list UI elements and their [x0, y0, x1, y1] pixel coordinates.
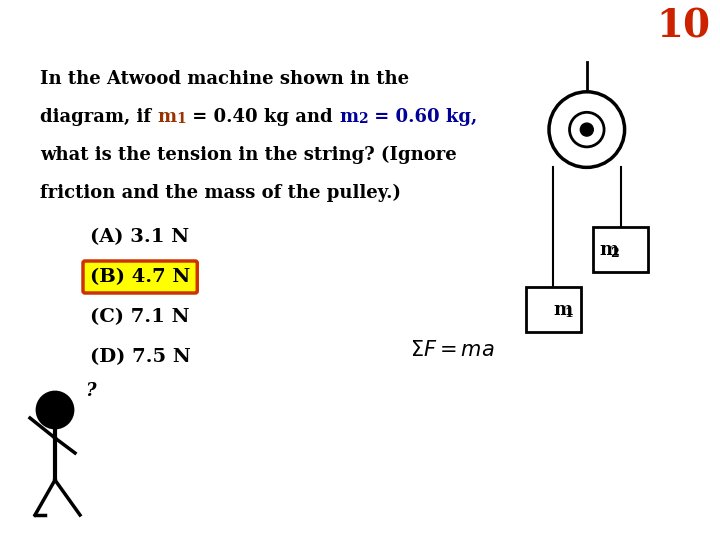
- Circle shape: [549, 92, 624, 167]
- Text: (B) 4.7 N: (B) 4.7 N: [90, 268, 190, 286]
- Text: = 0.60 kg,: = 0.60 kg,: [368, 108, 477, 126]
- Text: 2: 2: [610, 247, 619, 260]
- Text: 1: 1: [564, 307, 572, 320]
- Bar: [593, 227, 648, 272]
- Text: what is the tension in the string? (Ignore: what is the tension in the string? (Igno…: [40, 146, 456, 164]
- Text: $\Sigma F = ma$: $\Sigma F = ma$: [410, 340, 495, 360]
- Text: m: m: [339, 108, 359, 126]
- Text: ?: ?: [85, 382, 96, 400]
- Text: 10: 10: [656, 8, 710, 46]
- Text: diagram, if: diagram, if: [40, 108, 158, 126]
- Text: friction and the mass of the pulley.): friction and the mass of the pulley.): [40, 184, 401, 202]
- Circle shape: [37, 392, 73, 428]
- Text: (A) 3.1 N: (A) 3.1 N: [90, 228, 189, 246]
- Circle shape: [570, 112, 604, 147]
- Text: m: m: [553, 301, 572, 319]
- FancyBboxPatch shape: [83, 261, 197, 293]
- Text: m: m: [599, 241, 618, 259]
- Text: m: m: [158, 108, 176, 126]
- Text: 1: 1: [176, 112, 186, 126]
- Text: (D) 7.5 N: (D) 7.5 N: [90, 348, 191, 366]
- Text: In the Atwood machine shown in the: In the Atwood machine shown in the: [40, 70, 409, 88]
- Bar: [526, 287, 580, 333]
- Text: = 0.40 kg and: = 0.40 kg and: [186, 108, 339, 126]
- Text: (C) 7.1 N: (C) 7.1 N: [90, 308, 189, 326]
- Text: 2: 2: [359, 112, 368, 126]
- Circle shape: [580, 123, 593, 136]
